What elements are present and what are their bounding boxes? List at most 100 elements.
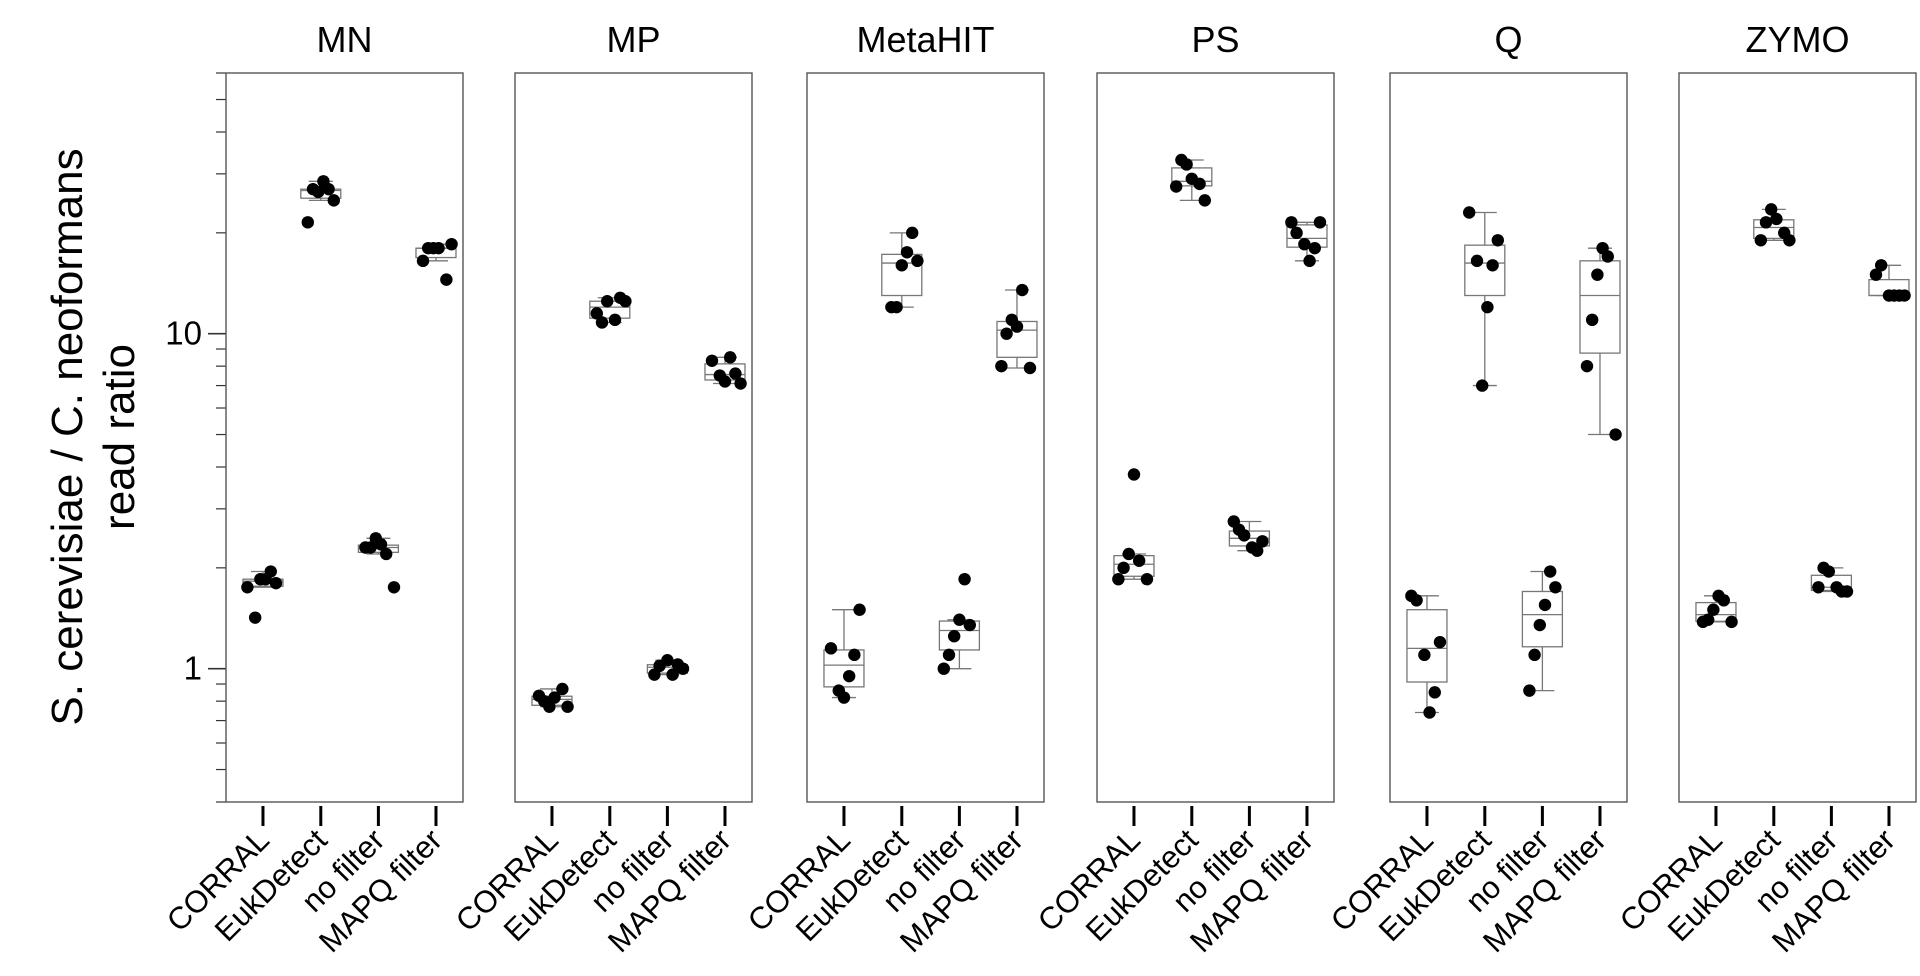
data-point bbox=[1770, 212, 1783, 226]
data-point bbox=[1609, 428, 1622, 441]
data-point bbox=[1405, 589, 1418, 603]
data-point bbox=[995, 359, 1008, 373]
data-point bbox=[1117, 561, 1130, 575]
data-point bbox=[369, 532, 382, 545]
data-point bbox=[832, 684, 845, 697]
data-point bbox=[1869, 268, 1883, 281]
data-point bbox=[906, 226, 919, 240]
panel-frame bbox=[806, 72, 1045, 803]
data-point bbox=[1428, 686, 1441, 699]
data-point bbox=[532, 689, 546, 702]
y-axis-label-line: S. cerevisiae / C. neoformans bbox=[43, 148, 92, 725]
data-point bbox=[1285, 216, 1298, 229]
data-point bbox=[666, 668, 679, 681]
data-point bbox=[671, 658, 684, 671]
data-point bbox=[1765, 203, 1778, 216]
data-point bbox=[1549, 581, 1562, 594]
data-point bbox=[958, 572, 971, 586]
data-point bbox=[1470, 254, 1484, 268]
data-point bbox=[942, 648, 956, 662]
data-point bbox=[1491, 234, 1505, 247]
data-point bbox=[1313, 216, 1327, 229]
data-point bbox=[1538, 598, 1552, 612]
data-point bbox=[885, 300, 898, 314]
data-point bbox=[1543, 565, 1557, 578]
data-point bbox=[595, 316, 609, 329]
data-point bbox=[729, 367, 742, 380]
data-point bbox=[1433, 635, 1447, 649]
data-point bbox=[1754, 234, 1768, 247]
data-point bbox=[1015, 283, 1029, 297]
data-point bbox=[269, 576, 283, 590]
data-point bbox=[1712, 589, 1725, 603]
data-point bbox=[1122, 547, 1135, 561]
data-point bbox=[963, 618, 976, 632]
data-point bbox=[306, 182, 320, 196]
data-point bbox=[1463, 206, 1476, 219]
data-point bbox=[1423, 706, 1436, 719]
data-point bbox=[1596, 241, 1609, 255]
y-tick-label: 10 bbox=[165, 315, 202, 352]
data-point bbox=[548, 691, 561, 704]
data-point bbox=[1308, 241, 1321, 255]
box bbox=[1406, 609, 1448, 683]
data-point bbox=[1290, 226, 1303, 240]
data-point bbox=[911, 254, 924, 268]
data-point bbox=[1533, 618, 1546, 632]
data-point bbox=[1193, 177, 1206, 191]
data-point bbox=[723, 351, 737, 364]
data-point bbox=[1298, 237, 1311, 251]
y-axis-label-line: read ratio bbox=[95, 344, 144, 530]
panel-frame bbox=[1389, 72, 1628, 803]
data-point bbox=[1882, 289, 1896, 302]
data-point bbox=[445, 237, 458, 251]
data-point bbox=[848, 648, 861, 662]
data-point bbox=[1112, 572, 1125, 586]
data-point bbox=[937, 662, 950, 675]
data-point bbox=[1725, 615, 1738, 629]
box bbox=[1464, 244, 1506, 297]
data-point bbox=[1418, 648, 1431, 662]
y-tick-label: 1 bbox=[184, 650, 202, 687]
data-point bbox=[416, 254, 430, 268]
data-point bbox=[1303, 254, 1316, 268]
panel-title: Q bbox=[1494, 19, 1522, 60]
data-point bbox=[734, 377, 747, 390]
panel-frame bbox=[1678, 72, 1917, 803]
data-point bbox=[842, 669, 856, 683]
data-point bbox=[248, 611, 262, 624]
data-point bbox=[608, 313, 622, 327]
data-point bbox=[895, 259, 908, 272]
data-point bbox=[359, 541, 372, 554]
data-point bbox=[824, 642, 838, 655]
data-point bbox=[953, 613, 966, 626]
data-point bbox=[254, 572, 267, 586]
data-point bbox=[1778, 226, 1791, 240]
panel-frame bbox=[514, 72, 753, 803]
data-point bbox=[1585, 313, 1599, 327]
data-point bbox=[1023, 361, 1037, 375]
data-point bbox=[1476, 379, 1489, 392]
data-point bbox=[556, 682, 569, 696]
data-point bbox=[1486, 259, 1499, 272]
data-point bbox=[1127, 468, 1141, 481]
data-point bbox=[1707, 603, 1720, 616]
data-point bbox=[1170, 180, 1183, 193]
data-point bbox=[1812, 581, 1825, 594]
data-point bbox=[705, 354, 719, 367]
data-point bbox=[900, 246, 914, 259]
data-point bbox=[1005, 313, 1018, 327]
data-point bbox=[1874, 259, 1888, 272]
panel-title: MN bbox=[317, 19, 373, 60]
y-axis-label: S. cerevisiae / C. neoformansread ratio bbox=[43, 148, 144, 725]
panel-title: MP bbox=[607, 19, 661, 60]
data-point bbox=[1000, 327, 1013, 340]
panel-frame bbox=[225, 72, 464, 803]
data-point bbox=[713, 369, 726, 382]
data-point bbox=[1132, 554, 1146, 567]
